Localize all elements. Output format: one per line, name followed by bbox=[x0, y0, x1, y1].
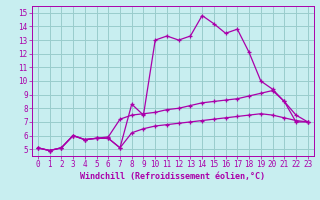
X-axis label: Windchill (Refroidissement éolien,°C): Windchill (Refroidissement éolien,°C) bbox=[80, 172, 265, 181]
